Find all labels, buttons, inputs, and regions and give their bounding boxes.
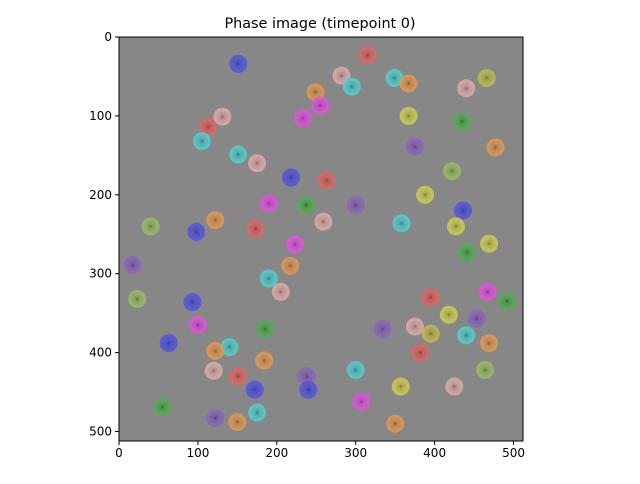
cell-nucleus [459,245,474,260]
cell-nucleus [301,382,316,397]
cell-nucleus [480,284,495,299]
cell-nucleus [407,139,422,154]
cell-nucleus [441,307,456,322]
cell-nucleus [189,224,204,239]
cell-nucleus [423,290,438,305]
cell-nucleus [161,336,176,351]
cell-nucleus [295,111,310,126]
cell-nucleus [222,340,237,355]
cell-nucleus [257,353,272,368]
cell-nucleus [143,219,158,234]
y-tick-label: 100 [89,109,112,123]
x-tick-label: 200 [265,446,288,460]
cell-nucleus [130,291,145,306]
cell-nucleus [247,382,262,397]
cell-nucleus [215,109,230,124]
cell-nucleus [488,140,503,155]
cell-nucleus [387,71,402,86]
cell-nucleus [482,336,497,351]
cell-nucleus [273,284,288,299]
cell-nucleus [208,344,223,359]
cell-nucleus [230,415,245,430]
cell-nucleus [388,416,403,431]
cell-nucleus [208,213,223,228]
cell-nucleus [206,363,221,378]
x-tick-label: 100 [186,446,209,460]
cell-nucleus [479,71,494,86]
cell-nucleus [155,400,170,415]
x-tick-label: 500 [502,446,525,460]
cell-nucleus [284,170,299,185]
cell-nucleus [299,369,314,384]
cell-nucleus [348,362,363,377]
axes-frame [118,36,524,442]
cell-nucleus [447,379,462,394]
y-tick-label: 400 [89,346,112,360]
cell-nucleus [334,68,349,83]
cell-nucleus [248,221,263,236]
cell-nucleus [482,236,497,251]
cell-nucleus [261,196,276,211]
cell-nucleus [394,216,409,231]
cell-nucleus [455,114,470,129]
cell-nucleus [299,198,314,213]
cell-nucleus [257,321,272,336]
cell-nucleus [459,81,474,96]
cell-nucleus [283,258,298,273]
cell-nucleus [231,56,246,71]
y-tick-label: 500 [89,425,112,439]
cell-nucleus [190,318,205,333]
cell-nucleus [393,379,408,394]
y-tick-label: 200 [89,188,112,202]
cell-nucleus [308,85,323,100]
cell-nucleus [478,362,493,377]
x-tick-label: 300 [344,446,367,460]
cell-nucleus [360,48,375,63]
cell-nucleus [316,214,331,229]
cell-nucleus [401,108,416,123]
cell-nucleus [413,345,428,360]
cell-nucleus [231,369,246,384]
cell-nucleus [354,394,369,409]
cell-nucleus [185,295,200,310]
cell-nucleus [208,411,223,426]
cell-nucleus [313,98,328,113]
cell-nucleus [231,147,246,162]
cell-nucleus [444,164,459,179]
y-tick-label: 0 [104,30,112,44]
cell-nucleus [375,321,390,336]
cell-nucleus [423,326,438,341]
x-tick-label: 0 [115,446,123,460]
cell-nucleus [469,311,484,326]
cell-nucleus [287,237,302,252]
chart-title: Phase image (timepoint 0) [224,16,415,32]
cell-nucleus [261,271,276,286]
cell-nucleus [344,79,359,94]
cell-nucleus [418,187,433,202]
x-tick-label: 400 [423,446,446,460]
cell-nucleus [401,76,416,91]
cell-nucleus [500,294,515,309]
cell-nucleus [319,173,334,188]
cell-nucleus [125,258,140,273]
cell-nucleus [348,198,363,213]
cell-nucleus [250,405,265,420]
cell-nucleus [459,328,474,343]
y-tick-label: 300 [89,267,112,281]
cell-nucleus [456,203,471,218]
cell-nucleus [194,134,209,149]
cell-nucleus [201,119,216,134]
cell-nucleus [250,156,265,171]
cell-nucleus [448,219,463,234]
cell-nucleus [407,319,422,334]
